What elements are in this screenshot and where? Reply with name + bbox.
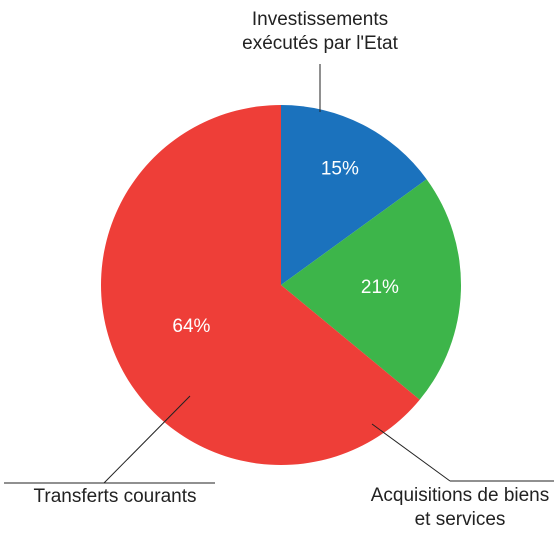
value-label: 21% — [361, 277, 399, 298]
value-label: 64% — [172, 316, 210, 337]
pie-slice — [281, 105, 427, 285]
leader-line — [371, 423, 451, 482]
slice-label: Investissements exécutés par l'Etat — [242, 9, 398, 54]
leader-line — [103, 395, 191, 484]
value-label: 15% — [321, 159, 359, 180]
slice-label: Acquisitions de biens et services — [370, 485, 550, 530]
pie-slice — [281, 179, 462, 400]
slice-label: Transferts courants — [33, 486, 197, 507]
pie-slice — [101, 105, 420, 465]
